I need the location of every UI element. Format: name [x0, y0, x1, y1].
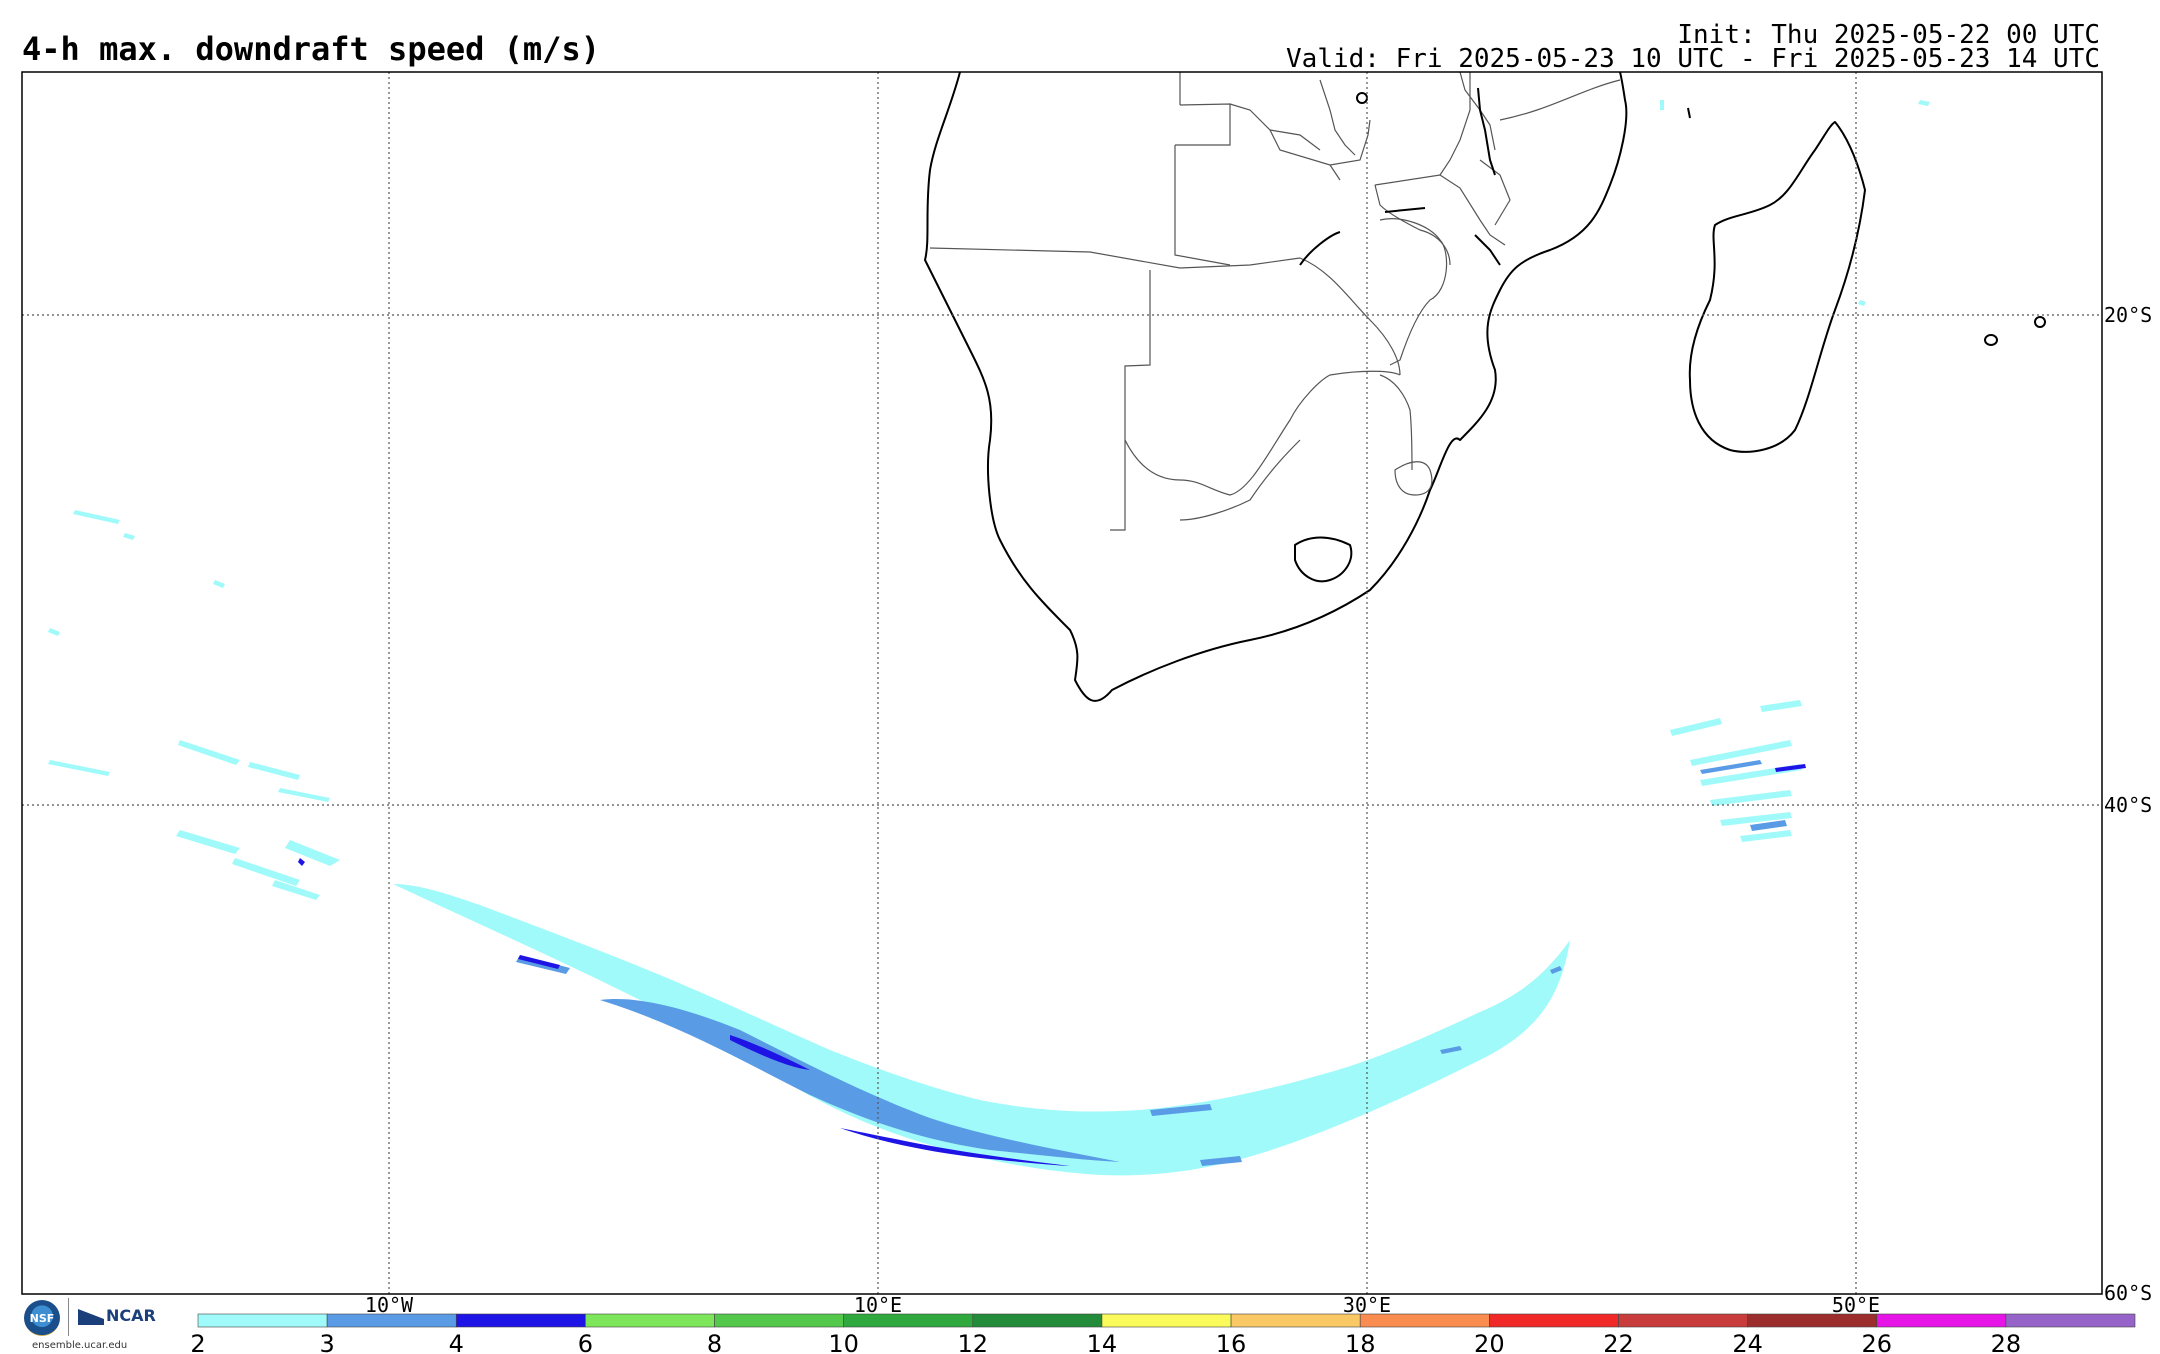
logo-separator: [68, 1298, 69, 1336]
lesotho-border: [1294, 536, 1353, 583]
country-borders: [929, 71, 1621, 531]
colorbar-swatch: [2005, 1313, 2136, 1328]
graticule: [22, 72, 2102, 1294]
colorbar-tick-label: 12: [958, 1330, 989, 1354]
colorbar-tick-label: 6: [578, 1330, 593, 1354]
colorbar-tick-label: 26: [1861, 1330, 1892, 1354]
colorbar-tick-label: 3: [319, 1330, 334, 1354]
colorbar-swatch: [972, 1313, 1103, 1328]
colorbar-swatch: [1101, 1313, 1232, 1328]
colorbar-swatch: [1618, 1313, 1748, 1328]
madagascar-coast: [1688, 121, 1866, 453]
africa-coast: [924, 71, 1628, 702]
colorbar-tick-label: 24: [1732, 1330, 1763, 1354]
colorbar-tick-label: 14: [1087, 1330, 1118, 1354]
valid-time: Valid: Fri 2025-05-23 10 UTC - Fri 2025-…: [1286, 44, 2100, 74]
ncar-logo: NCAR: [78, 1306, 156, 1325]
lat-label-60s: 60°S: [2104, 1281, 2152, 1305]
lake-island: [1356, 92, 1368, 104]
init-time: Init: Thu 2025-05-22 00 UTC: [1677, 20, 2100, 50]
downdraft-field-strong: [298, 764, 1806, 1166]
colorbar-swatch: [714, 1313, 844, 1328]
ncar-label: NCAR: [106, 1306, 156, 1325]
colorbar-swatch: [585, 1313, 715, 1328]
colorbar-swatch: [1876, 1313, 2007, 1328]
lakes: [1299, 87, 1691, 266]
colorbar-tick-label: 10: [828, 1330, 859, 1354]
colorbar-tick-label: 20: [1474, 1330, 1505, 1354]
downdraft-main-band: [393, 884, 1570, 1176]
colorbar-swatch: [1359, 1313, 1490, 1328]
colorbar-swatch: [843, 1313, 974, 1328]
footer-url: ensemble.ucar.edu: [32, 1340, 128, 1351]
lat-label-40s: 40°S: [2104, 793, 2152, 817]
comoros-island: [1984, 334, 1998, 346]
downdraft-field-medium: [516, 760, 1787, 1166]
colorbar-tick-label: 2: [190, 1330, 205, 1354]
colorbar: 2 3 4 6 8 10 12 14 16 18 20 22 24 26 28: [190, 1313, 2136, 1354]
colorbar-tick-label: 22: [1603, 1330, 1634, 1354]
colorbar-swatch: [455, 1313, 586, 1328]
colorbar-swatch: [326, 1313, 457, 1328]
nsf-logo: NSF: [24, 1300, 60, 1336]
colorbar-swatch: [197, 1313, 328, 1328]
colorbar-tick-label: 16: [1216, 1330, 1247, 1354]
colorbar-tick-label: 8: [707, 1330, 722, 1354]
lat-label-20s: 20°S: [2104, 303, 2152, 327]
ncar-mark-icon: [78, 1308, 104, 1325]
lon-label-10w: 10°W: [365, 1293, 414, 1317]
footer-logos: NSF NCAR ensemble.ucar.edu: [24, 1298, 164, 1351]
mauritius-island: [2034, 316, 2046, 328]
colorbar-tick-label: 18: [1345, 1330, 1376, 1354]
downdraft-field: [48, 100, 1930, 1176]
map-frame: [21, 71, 2103, 1295]
colorbar-swatch: [1747, 1313, 1878, 1328]
colorbar-tick-label: 28: [1991, 1330, 2022, 1354]
lon-label-30e: 30°E: [1343, 1293, 1391, 1317]
colorbar-swatch: [1489, 1313, 1619, 1328]
lon-label-10e: 10°E: [854, 1293, 902, 1317]
colorbar-tick-label: 4: [449, 1330, 464, 1354]
coastline: [924, 71, 2046, 702]
lon-label-50e: 50°E: [1832, 1293, 1880, 1317]
colorbar-swatch: [1230, 1313, 1361, 1328]
map-title: 4-h max. downdraft speed (m/s): [22, 30, 600, 68]
